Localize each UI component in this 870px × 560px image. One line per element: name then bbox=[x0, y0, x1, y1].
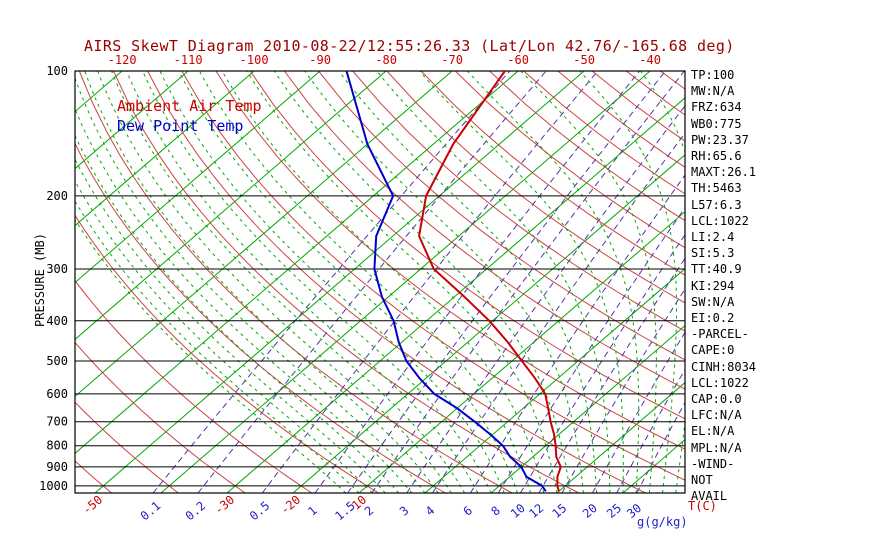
dew-point-curve bbox=[345, 71, 547, 492]
mixing-ratio-label: 1 bbox=[305, 503, 320, 518]
stat-line: WB0:775 bbox=[691, 116, 742, 131]
pressure-tick-label: 700 bbox=[46, 415, 68, 429]
mixing-ratio-label: 6 bbox=[461, 503, 476, 518]
temp-unit-label: T(C) bbox=[688, 499, 717, 513]
stat-line: TP:100 bbox=[691, 68, 735, 82]
stat-line: PW:23.37 bbox=[691, 132, 749, 147]
chart-title: AIRS SkewT Diagram 2010-08-22/12:55:26.3… bbox=[84, 37, 735, 55]
stats-panel: TP:100 MW:N/A FRZ:634 WB0:775 PW:23.37 RH:65.… bbox=[691, 67, 756, 504]
stat-line: TT:40.9 bbox=[691, 262, 742, 277]
mixing-ratio-label: 0.5 bbox=[247, 499, 273, 524]
stat-line: KI:294 bbox=[691, 278, 735, 293]
pressure-tick-label: 200 bbox=[46, 189, 68, 203]
pressure-tick-label: 400 bbox=[46, 314, 68, 328]
top-temp-axis-label: -110 bbox=[174, 53, 203, 67]
pressure-grid-lines bbox=[75, 70, 685, 487]
bottom-temp-label: -30 bbox=[212, 493, 238, 518]
stat-line: LFC:N/A bbox=[691, 408, 742, 423]
mixing-ratio-unit-label: g(g/kg) bbox=[637, 515, 688, 529]
stat-line: LCL:1022 bbox=[691, 375, 749, 390]
plot-border bbox=[74, 70, 686, 494]
top-temp-axis-label: -100 bbox=[240, 53, 269, 67]
stat-line: LCL:1022 bbox=[691, 213, 749, 228]
bottom-temp-label: -50 bbox=[80, 493, 106, 518]
top-temp-axis-label: -60 bbox=[507, 53, 529, 67]
mixing-ratio-label: 25 bbox=[604, 501, 624, 521]
stat-line: CINH:8034 bbox=[691, 359, 757, 374]
legend-air-temp: Ambient Air Temp bbox=[117, 97, 262, 115]
mixing-ratio-label: 4 bbox=[423, 503, 438, 518]
isotherm-lines bbox=[75, 71, 685, 493]
pressure-tick-label: 500 bbox=[46, 354, 68, 368]
stat-line: EI:0.2 bbox=[691, 311, 735, 326]
air-temp-curve bbox=[418, 71, 562, 492]
pressure-tick-label: 100 bbox=[46, 64, 68, 78]
stat-line: MW:N/A bbox=[691, 84, 735, 99]
mixing-ratio-label: 2 bbox=[362, 503, 377, 518]
dry-adiabat-lines bbox=[75, 71, 685, 493]
top-temp-axis-label: -120 bbox=[108, 53, 137, 67]
stat-line: MAXT:26.1 bbox=[691, 165, 757, 180]
stat-line: NOT bbox=[691, 473, 713, 488]
stat-line: -PARCEL- bbox=[691, 327, 749, 342]
pressure-tick-label: 900 bbox=[46, 460, 68, 474]
top-temp-axis-label: -50 bbox=[573, 53, 595, 67]
stat-line: FRZ:634 bbox=[691, 100, 742, 115]
mixing-ratio-label: 20 bbox=[580, 501, 600, 521]
mixing-ratio-label: 0.2 bbox=[183, 499, 209, 524]
stat-line: L57:6.3 bbox=[691, 197, 742, 212]
stat-line: CAP:0.0 bbox=[691, 392, 742, 407]
stat-line: SI:5.3 bbox=[691, 246, 735, 261]
mixing-ratio-label: 15 bbox=[549, 501, 569, 521]
stat-line: AVAIL bbox=[691, 489, 728, 504]
mixing-ratio-label: 3 bbox=[397, 503, 412, 518]
stat-line: EL:N/A bbox=[691, 424, 735, 439]
mixing-ratio-label: 0.1 bbox=[138, 499, 164, 524]
stat-line: SW:N/A bbox=[691, 294, 735, 309]
stat-line: LI:2.4 bbox=[691, 230, 735, 245]
pressure-tick-label: 600 bbox=[46, 387, 68, 401]
stat-line: -WIND- bbox=[691, 456, 735, 471]
top-temp-axis-label: -90 bbox=[309, 53, 331, 67]
bottom-temp-label: -20 bbox=[278, 493, 304, 518]
mixing-ratio-label: 12 bbox=[526, 501, 546, 521]
mixing-ratio-label: 8 bbox=[488, 503, 503, 518]
mixing-ratio-label: 10 bbox=[508, 501, 528, 521]
top-temp-axis-label: -70 bbox=[441, 53, 463, 67]
legend-dew-point: Dew Point Temp bbox=[117, 117, 244, 135]
top-temp-axis-label: -80 bbox=[375, 53, 397, 67]
moist-adiabat-lines bbox=[75, 71, 685, 493]
stat-line: CAPE:0 bbox=[691, 343, 735, 358]
mixing-ratio-lines bbox=[152, 71, 685, 493]
stat-line: RH:65.6 bbox=[691, 149, 742, 164]
pressure-tick-label: 800 bbox=[46, 439, 68, 453]
pressure-tick-label: 300 bbox=[46, 262, 68, 276]
pressure-tick-label: 1000 bbox=[39, 479, 68, 493]
stat-line: MPL:N/A bbox=[691, 440, 742, 455]
stat-line: TH:5463 bbox=[691, 181, 742, 196]
top-temp-axis-label: -40 bbox=[639, 53, 661, 67]
